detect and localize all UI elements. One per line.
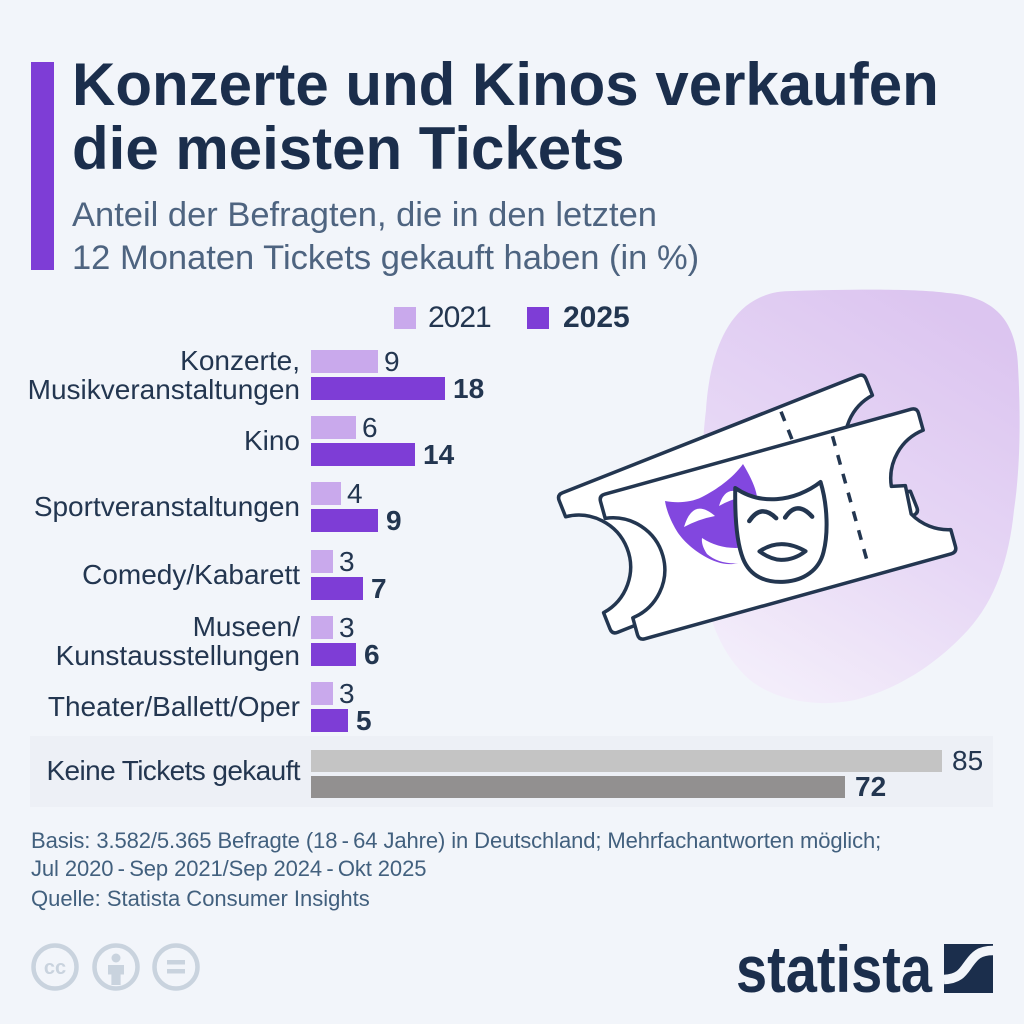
- svg-text:cc: cc: [44, 957, 66, 979]
- svg-text:statista: statista: [736, 935, 933, 1000]
